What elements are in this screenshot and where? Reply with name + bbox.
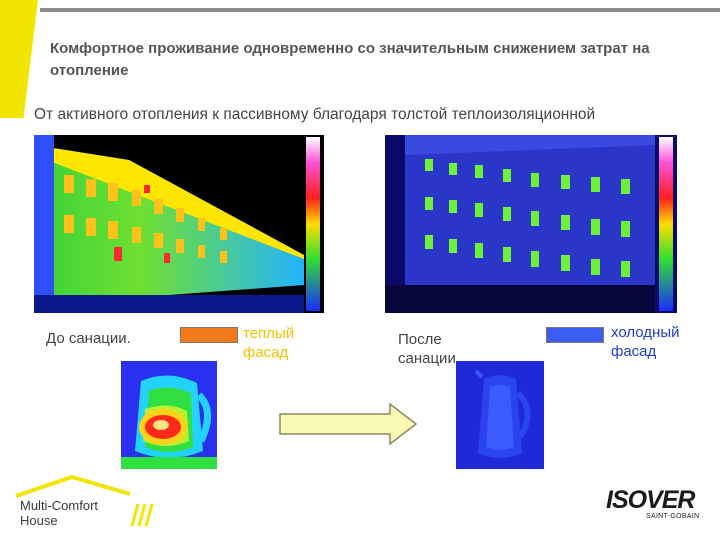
warm-facade-label: теплый фасад (243, 325, 295, 361)
saint-gobain-text: SAINT-GOBAIN (646, 513, 700, 520)
cold-facade-label: холодный фасад (611, 324, 680, 360)
accent-stripe (0, 0, 38, 118)
thermal-image-kettle-after (456, 361, 544, 469)
thermal-image-building-before (34, 135, 324, 313)
before-renovation-label: До санации. (46, 330, 131, 347)
slide-subtitle: От активного отопления к пассивному благ… (34, 106, 596, 123)
thermal-image-building-after (385, 135, 677, 313)
cold-facade-swatch (546, 327, 604, 343)
after-renovation-label: После санации. (398, 331, 460, 367)
isover-logo: ISOVER SAINT-GOBAIN (606, 487, 710, 523)
top-divider (40, 8, 720, 12)
slide-title: Комфортное проживание одновременно со зн… (50, 40, 650, 79)
isover-wordmark: ISOVER (606, 486, 695, 514)
multi-comfort-house-text: Multi-Comfort House (20, 498, 99, 528)
multi-comfort-house-logo: Multi-Comfort House (14, 474, 154, 532)
thermal-image-kettle-before (121, 361, 217, 469)
transition-arrow (278, 402, 418, 446)
warm-facade-swatch (180, 327, 238, 343)
